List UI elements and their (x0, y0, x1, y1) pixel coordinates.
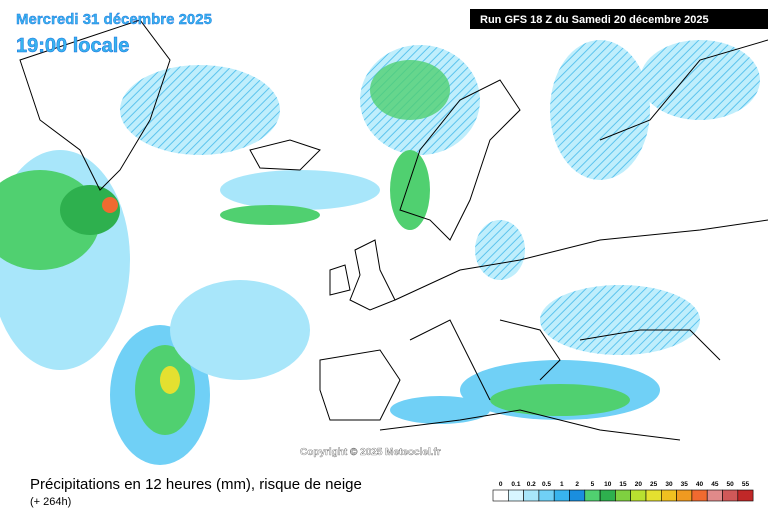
legend-swatch (553, 489, 570, 502)
legend-swatch (722, 489, 739, 502)
time-title: 19:00 locale (16, 35, 129, 57)
legend-label: 0.1 (511, 481, 520, 488)
precipitation (0, 40, 760, 465)
legend-swatch (645, 489, 662, 502)
legend-swatch (676, 489, 693, 502)
legend-label: 1 (560, 481, 564, 488)
legend-label: 50 (727, 481, 735, 488)
run-label: Run GFS 18 Z du Samedi 20 décembre 2025 (480, 14, 709, 26)
footer-title: Précipitations en 12 heures (mm), risque… (30, 476, 362, 493)
legend-label: 45 (711, 481, 719, 488)
footer-lead: (+ 264h) (30, 496, 71, 508)
legend-swatch (706, 489, 723, 502)
legend-label: 15 (619, 481, 627, 488)
legend-swatch (599, 489, 616, 502)
legend-label: 2 (575, 481, 579, 488)
legend-swatch (737, 489, 754, 502)
coastlines (19, 19, 768, 441)
date-title: Mercredi 31 décembre 2025 (16, 11, 212, 28)
legend-label: 0.5 (542, 481, 551, 488)
legend-label: 20 (635, 481, 643, 488)
legend-label: 25 (650, 481, 658, 488)
legend-swatch (691, 489, 708, 502)
legend-label: 10 (604, 481, 612, 488)
legend-swatch (492, 489, 509, 502)
legend-swatch (584, 489, 601, 502)
run-box (470, 9, 768, 29)
legend-swatch (569, 489, 586, 502)
legend-label: 0.2 (527, 481, 536, 488)
legend-label: 35 (681, 481, 689, 488)
legend-label: 5 (591, 481, 595, 488)
legend-label: 55 (742, 481, 750, 488)
legend-swatch (615, 489, 632, 502)
legend-label: 30 (665, 481, 673, 488)
legend-swatch (523, 489, 540, 502)
legend-label: 40 (696, 481, 704, 488)
legend-label: 0 (499, 481, 503, 488)
copyright: Copyright © 2025 Meteociel.fr (300, 447, 441, 458)
legend-swatch (660, 489, 677, 502)
legend-swatch (507, 489, 524, 502)
legend-swatch (630, 489, 647, 502)
legend-swatch (538, 489, 555, 502)
legend: 0 0.1 0.2 0.5 1 2 5 10 15 20 25 30 35 40 45 50 55 (492, 481, 754, 502)
